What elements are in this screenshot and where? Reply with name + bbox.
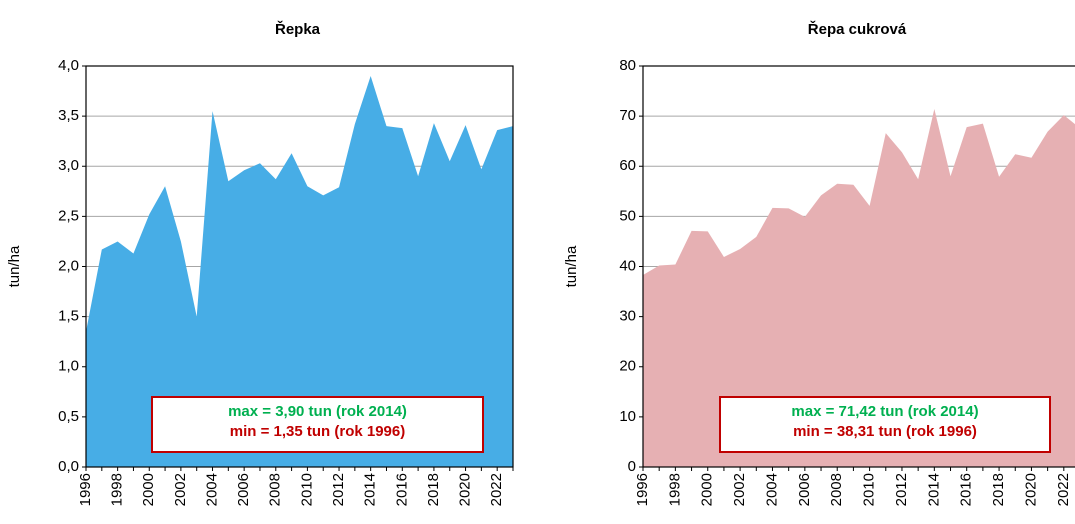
y-tick-label: 3,0 [58,157,79,174]
area [643,109,1075,467]
x-tick-label: 2012 [893,473,910,506]
x-tick-label: 2008 [267,473,284,506]
x-tick-label: 2020 [457,473,474,506]
annotation: min = 38,31 tun (rok 1996) [793,423,977,440]
chart-title: Řepka [275,20,321,38]
y-axis-label: tun/ha [563,245,580,287]
x-tick-label: 2014 [362,473,379,506]
x-tick-label: 2020 [1022,473,1039,506]
y-axis-label: tun/ha [6,245,23,287]
x-tick-label: 2002 [172,473,189,506]
y-tick-label: 4,0 [58,57,79,74]
y-tick-label: 20 [619,358,636,375]
y-tick-label: 50 [619,207,636,224]
annotation-box [719,396,1051,453]
y-tick-label: 10 [619,408,636,425]
y-tick-label: 3,5 [58,107,79,124]
x-tick-label: 2016 [958,473,975,506]
x-tick-label: 2016 [393,473,410,506]
y-tick-label: 0,0 [58,458,79,475]
x-tick-label: 2018 [425,473,442,506]
y-tick-label: 80 [619,57,636,74]
area [86,76,513,468]
x-tick-label: 1998 [666,473,683,506]
x-tick-label: 2004 [763,473,780,506]
annotation: min = 1,35 tun (rok 1996) [230,423,405,440]
annotation: max = 71,42 tun (rok 2014) [791,403,978,420]
x-tick-label: 2000 [699,473,716,506]
y-tick-label: 2,5 [58,207,79,224]
x-tick-label: 1998 [109,473,126,506]
annotation-box [151,396,484,453]
x-tick-label: 2018 [990,473,1007,506]
y-tick-label: 0 [628,458,636,475]
y-tick-label: 60 [619,157,636,174]
x-tick-label: 2014 [925,473,942,506]
y-tick-label: 30 [619,308,636,325]
x-tick-label: 2012 [330,473,347,506]
x-tick-label: 2008 [828,473,845,506]
plot-frame [642,65,1075,468]
x-tick-label: 2000 [140,473,157,506]
chart-title: Řepa cukrová [808,20,907,38]
y-tick-label: 0,5 [58,408,79,425]
x-tick-label: 2022 [1055,473,1072,506]
x-tick-label: 2004 [203,473,220,506]
x-tick-label: 2006 [235,473,252,506]
x-tick-label: 1996 [634,473,651,506]
x-tick-label: 2022 [488,473,505,506]
y-tick-label: 1,0 [58,358,79,375]
y-tick-label: 70 [619,107,636,124]
x-tick-label: 1996 [77,473,94,506]
x-tick-label: 2010 [298,473,315,506]
x-tick-label: 2002 [731,473,748,506]
y-tick-label: 1,5 [58,308,79,325]
plot-frame [85,65,514,468]
annotation: max = 3,90 tun (rok 2014) [228,403,407,420]
y-tick-label: 40 [619,257,636,274]
x-tick-label: 2010 [861,473,878,506]
x-tick-label: 2006 [796,473,813,506]
y-tick-label: 2,0 [58,257,79,274]
